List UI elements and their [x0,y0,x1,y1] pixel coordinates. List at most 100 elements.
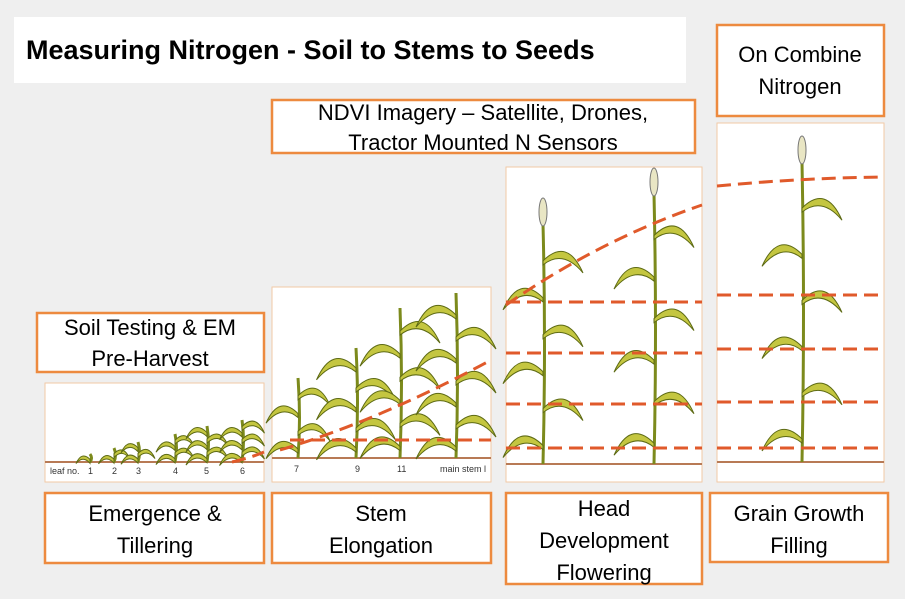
stage-line: Stem [355,501,406,526]
leaf [219,427,243,440]
panel-labels: leaf no. 1 2 3 4 5 6 7 9 11 main stem l [50,464,486,476]
top-boxes: On Combine Nitrogen NDVI Imagery – Satel… [35,23,886,374]
curve [505,203,703,307]
leaf [542,324,584,348]
stem-label: 11 [397,464,406,474]
leaf [359,344,401,367]
box-line: On Combine [738,42,862,67]
head [649,167,659,197]
box-line: Tractor Mounted N Sensors [348,130,617,155]
leaf [801,198,843,221]
stem [541,223,546,465]
head [797,135,807,165]
panel [505,166,703,483]
stage-line: Filling [770,533,827,558]
box-line: Pre-Harvest [91,346,208,371]
leaf [455,370,497,394]
leaf [359,436,401,459]
stage-line: Tillering [117,533,193,558]
stem [354,347,359,459]
leaf [399,367,441,390]
stem [454,292,459,459]
leaf [455,326,497,350]
stage-line: Flowering [556,560,651,585]
stage-box [708,491,890,564]
leaf [241,433,265,447]
stage-line: Development [539,528,669,553]
leaf-label: 6 [240,466,245,476]
stage-line: Head [578,496,631,521]
leaf-label: 1 [88,466,93,476]
title-box [14,17,686,83]
leaf [399,321,441,344]
leaf-label: 2 [112,466,117,476]
leaf [316,398,357,421]
leaf [241,420,265,434]
leaf [185,427,208,440]
curve [506,300,702,450]
stem-label: 7 [294,464,299,474]
leaf [653,308,695,331]
leaf [502,361,544,385]
leaf-label: 4 [173,466,178,476]
leaf [155,453,176,465]
stem [800,161,805,463]
leaf [455,414,497,438]
leaf [653,225,695,248]
leaf [801,382,843,406]
leaf [185,440,208,453]
title: Measuring Nitrogen - Soil to Stems to Se… [26,35,595,65]
box-line: NDVI Imagery – Satellite, Drones, [318,100,648,125]
leaf [98,454,115,465]
stage-line: Elongation [329,533,433,558]
stem-label: main stem l [440,464,486,474]
leaf [613,267,655,290]
stage-line: Emergence & [88,501,222,526]
panels [44,122,885,483]
leaf [653,391,695,415]
leaf [761,244,803,267]
leaf [415,436,457,460]
leaf [761,428,803,452]
leaf [241,446,265,460]
nitrogen-curves [231,175,885,464]
leaf [502,435,544,458]
curve [279,358,492,452]
text-box [715,23,886,118]
plants [45,135,884,466]
leaf [415,304,457,328]
leaf [415,348,457,372]
leaf [185,453,208,466]
panel [716,122,885,483]
leaf-label: 3 [136,466,141,476]
leaf [120,443,139,454]
leaf-label: 5 [204,466,209,476]
leaf [613,350,655,373]
leaf [219,439,243,453]
leaf [415,392,457,416]
leaf [265,405,299,424]
text-box [35,311,266,374]
stem-label: 9 [355,464,360,474]
leaf [399,413,441,436]
stage-line: Grain Growth [734,501,865,526]
box-line: Soil Testing & EM [64,315,236,340]
stage-box [43,491,266,565]
leaf [359,390,401,413]
head [538,197,548,227]
curve [716,175,885,188]
stage-boxes: Emergence & Tillering Stem Elongation He… [43,491,890,586]
leaf-label: leaf no. [50,466,80,476]
leaf [542,250,584,274]
stem [652,193,657,465]
leaf [316,358,357,381]
leaf [137,448,156,459]
leaf [761,336,803,359]
leaf [120,454,139,465]
stage-box [504,491,704,586]
text-box [270,98,697,155]
leaf [75,455,91,465]
box-line: Nitrogen [758,74,841,99]
stage-box [270,491,493,565]
